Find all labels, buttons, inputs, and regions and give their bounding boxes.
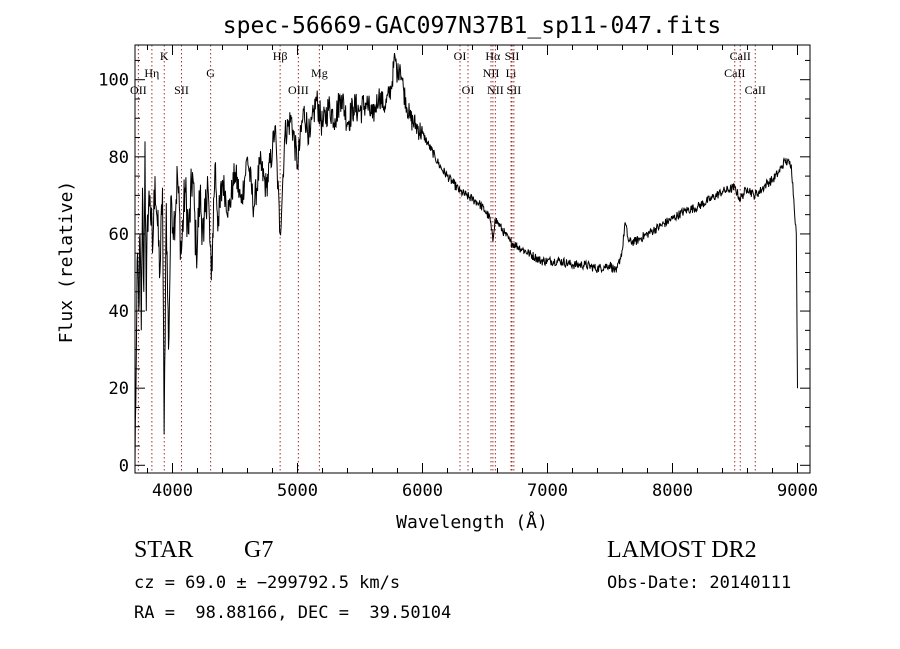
x-tick-label: 6000 [402,481,443,501]
line-marker-label: NII [483,66,500,80]
line-marker-label: Li [506,66,517,80]
line-marker-label: SII [507,83,522,97]
y-tick-label: 60 [109,225,129,245]
x-tick-label: 7000 [527,481,568,501]
object-subclass: G7 [244,537,274,563]
line-marker-label: SII [174,83,189,97]
line-marker-label: SII [505,49,520,63]
line-marker-label: Hα [485,49,501,63]
line-marker-label: CaII [745,83,766,97]
x-tick-label: 9000 [777,481,818,501]
observation-date: Obs-Date: 20140111 [607,573,792,593]
line-markers: OIIHηKSIIGHβOIIIMgOIOIHαNIINIISIILiSIICa… [130,45,766,473]
line-marker-label: G [206,66,215,80]
x-tick-label: 8000 [652,481,693,501]
coordinates-line: RA = 98.88166, DEC = 39.50104 [134,603,452,623]
line-marker-label: OIII [288,83,309,97]
line-marker-label: OII [130,83,147,97]
axes: 4000 5000 6000 7000 8000 9000 0 20 40 60 80 100 [98,44,818,501]
survey-name: LAMOST DR2 [607,537,757,563]
y-tick-label: 0 [119,456,129,476]
line-marker-label: Mg [311,66,328,80]
line-marker-label: CaII [730,49,751,63]
y-tick-label: 80 [109,148,129,168]
y-tick-label: 40 [109,302,129,322]
object-class: STAR [134,537,194,563]
line-marker-label: K [160,49,169,63]
line-marker-label: NII [487,83,504,97]
line-marker-label: Hβ [273,49,288,63]
chart-title: spec-56669-GAC097N37B1_sp11-047.fits [223,13,722,39]
line-marker-label: Hη [144,66,159,80]
y-tick-label: 100 [98,71,129,91]
y-axis-label: Flux (relative) [56,181,77,344]
x-tick-label: 5000 [277,481,318,501]
line-marker-label: CaII [724,66,745,80]
y-tick-label: 20 [109,379,129,399]
line-marker-label: OI [462,83,475,97]
redshift-line: cz = 69.0 ± −299792.5 km/s [134,573,401,593]
x-tick-label: 4000 [152,481,193,501]
line-marker-label: OI [454,49,467,63]
plot-frame [134,44,811,474]
spectrum-line [134,53,798,466]
x-axis-label: Wavelength (Å) [396,511,548,533]
